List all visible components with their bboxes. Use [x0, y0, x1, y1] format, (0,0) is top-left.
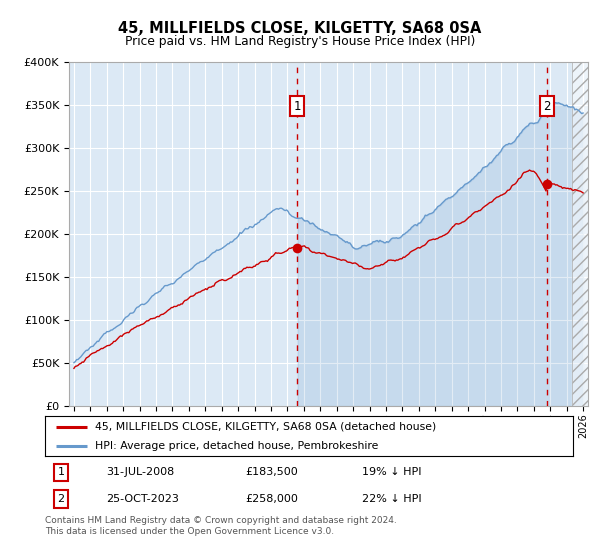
Text: 45, MILLFIELDS CLOSE, KILGETTY, SA68 0SA (detached house): 45, MILLFIELDS CLOSE, KILGETTY, SA68 0SA…	[95, 422, 436, 432]
Text: 1: 1	[58, 467, 64, 477]
Text: 31-JUL-2008: 31-JUL-2008	[106, 467, 174, 477]
Text: Price paid vs. HM Land Registry's House Price Index (HPI): Price paid vs. HM Land Registry's House …	[125, 35, 475, 48]
Text: 19% ↓ HPI: 19% ↓ HPI	[362, 467, 421, 477]
Bar	[572, 62, 588, 406]
Text: Contains HM Land Registry data © Crown copyright and database right 2024.
This d: Contains HM Land Registry data © Crown c…	[45, 516, 397, 536]
Text: £258,000: £258,000	[245, 494, 299, 504]
Text: HPI: Average price, detached house, Pembrokeshire: HPI: Average price, detached house, Pemb…	[95, 441, 379, 450]
Text: 2: 2	[544, 100, 551, 113]
Text: £183,500: £183,500	[245, 467, 298, 477]
Text: 25-OCT-2023: 25-OCT-2023	[106, 494, 179, 504]
Text: 45, MILLFIELDS CLOSE, KILGETTY, SA68 0SA: 45, MILLFIELDS CLOSE, KILGETTY, SA68 0SA	[118, 21, 482, 36]
Bar	[572, 62, 588, 406]
Text: 22% ↓ HPI: 22% ↓ HPI	[362, 494, 421, 504]
Text: 2: 2	[57, 494, 64, 504]
Text: 1: 1	[293, 100, 301, 113]
